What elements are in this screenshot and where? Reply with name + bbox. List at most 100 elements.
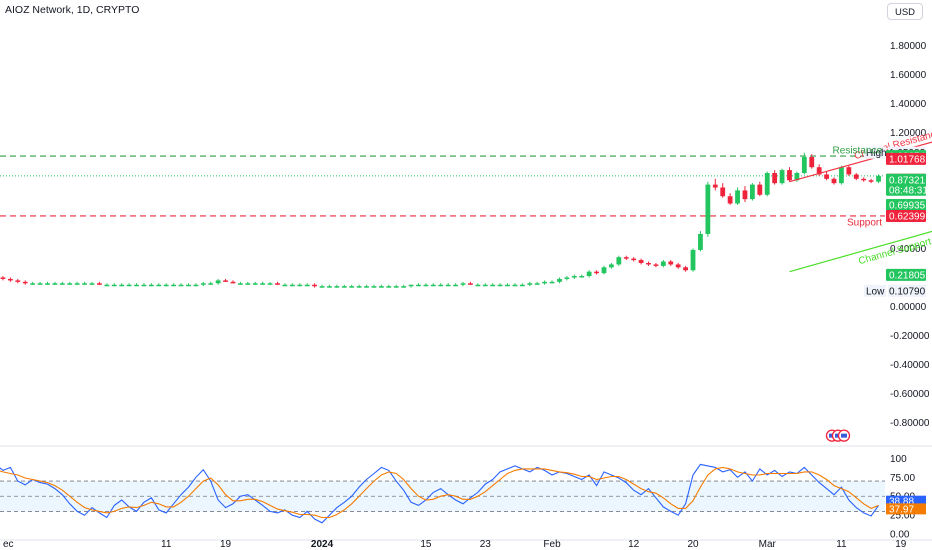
candle xyxy=(801,157,807,174)
rsi-axis-tick: 100 xyxy=(890,454,907,465)
candle xyxy=(764,173,770,195)
candle xyxy=(37,283,43,285)
price-label-name: Support xyxy=(847,217,882,228)
candle xyxy=(7,278,13,281)
candle xyxy=(534,283,540,285)
candle xyxy=(111,284,117,287)
candle xyxy=(609,264,614,268)
candle xyxy=(571,276,577,278)
price-label-value: 0.10790 xyxy=(889,286,926,297)
candle xyxy=(742,190,748,200)
candle xyxy=(512,284,518,287)
time-axis-tick: 23 xyxy=(480,539,492,550)
rsi-value-label: 38.88 xyxy=(889,497,914,508)
candle xyxy=(223,280,228,282)
candle xyxy=(616,257,622,265)
candle xyxy=(193,284,199,287)
candle xyxy=(631,258,637,261)
price-axis-tick: 0.00000 xyxy=(890,302,927,313)
price-label-box xyxy=(886,268,926,281)
candle xyxy=(230,281,236,284)
price-label-box xyxy=(886,152,926,165)
candle xyxy=(720,187,726,197)
price-label-value: 0.21805 xyxy=(889,270,926,281)
time-axis-tick: 19 xyxy=(220,539,232,550)
candle xyxy=(82,283,87,285)
price-axis-tick: -0.40000 xyxy=(890,360,930,371)
candle xyxy=(45,283,50,285)
price-label-value: 0.62399 xyxy=(889,211,926,222)
candle xyxy=(67,283,73,285)
candle xyxy=(15,280,21,282)
candle xyxy=(52,283,58,285)
rsi-series-line xyxy=(0,463,879,524)
candle xyxy=(787,170,792,181)
time-axis-tick: 20 xyxy=(687,539,699,550)
candle xyxy=(30,283,36,285)
rsi-series-line xyxy=(0,466,879,519)
time-axis-tick: Feb xyxy=(543,539,561,550)
candle xyxy=(549,281,555,284)
candle xyxy=(853,174,859,179)
price-axis-tick: -0.80000 xyxy=(890,418,930,429)
currency-button[interactable]: USD xyxy=(887,3,923,20)
time-axis-tick: ec xyxy=(3,539,14,550)
candle xyxy=(594,271,599,274)
candle xyxy=(104,284,110,287)
candle xyxy=(156,284,162,287)
price-label-value: 0.87321 xyxy=(889,175,926,186)
candle xyxy=(393,286,399,288)
candle xyxy=(757,184,763,195)
rsi-value-box xyxy=(886,495,926,507)
price-label-box xyxy=(886,173,926,196)
candle xyxy=(0,277,6,279)
candle xyxy=(119,284,125,287)
candle xyxy=(89,283,95,285)
candle xyxy=(349,286,355,288)
candle xyxy=(371,286,377,288)
candle xyxy=(646,262,651,265)
candle xyxy=(289,284,295,287)
candle xyxy=(690,249,696,271)
candle xyxy=(319,286,325,288)
candle xyxy=(675,264,681,268)
candle xyxy=(638,260,644,263)
candle xyxy=(416,284,421,287)
event-flag-icon xyxy=(841,433,847,438)
candle xyxy=(97,283,102,285)
price-label-name: Resistance xyxy=(833,146,883,157)
candle xyxy=(482,284,488,287)
candle xyxy=(334,286,340,288)
price-label-name: Low xyxy=(866,286,885,297)
candle xyxy=(378,286,384,288)
candle xyxy=(148,284,154,287)
candle xyxy=(186,284,191,287)
candle xyxy=(660,261,666,266)
candle xyxy=(245,283,251,285)
time-axis-tick: 12 xyxy=(628,539,640,550)
time-axis-tick: 2024 xyxy=(311,539,334,550)
candle xyxy=(282,284,288,287)
rsi-value-box xyxy=(886,503,926,515)
candle xyxy=(505,284,510,287)
candle xyxy=(727,196,733,204)
candle xyxy=(126,284,132,287)
candle xyxy=(238,283,243,285)
candle xyxy=(579,276,585,278)
candle xyxy=(304,284,310,287)
candle xyxy=(134,284,139,287)
candle xyxy=(312,284,318,287)
candle xyxy=(705,184,711,234)
price-axis-tick: -0.60000 xyxy=(890,389,930,400)
chart-title: AIOZ Network, 1D, CRYPTO xyxy=(5,4,140,16)
price-label-box xyxy=(886,199,926,212)
candle xyxy=(408,284,414,287)
candle xyxy=(475,284,481,287)
candle xyxy=(779,170,785,184)
candle xyxy=(267,283,273,285)
candle xyxy=(460,283,466,285)
candle xyxy=(497,284,503,287)
candle xyxy=(341,286,347,288)
candle xyxy=(861,178,867,181)
